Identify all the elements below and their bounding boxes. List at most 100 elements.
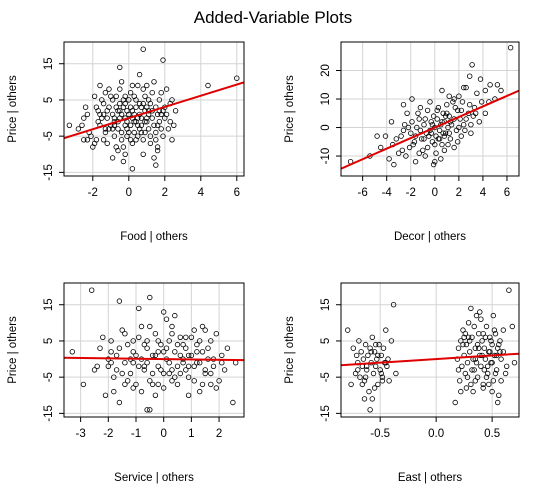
x-tick-label: 2 [456, 187, 462, 199]
data-point [357, 374, 363, 380]
data-point [422, 153, 428, 159]
data-point [435, 104, 442, 111]
data-point [117, 86, 123, 92]
data-point [166, 370, 172, 377]
data-point [477, 309, 483, 315]
data-point [169, 378, 175, 384]
data-point [378, 352, 384, 359]
data-point [152, 352, 159, 359]
data-point [185, 352, 192, 359]
data-point [140, 86, 146, 92]
x-tick-label: -6 [358, 187, 368, 199]
data-point [379, 374, 386, 380]
data-point [465, 334, 472, 340]
data-point [468, 381, 474, 388]
data-point [489, 341, 495, 348]
data-point [455, 345, 462, 351]
data-point [478, 363, 484, 369]
data-point [490, 312, 496, 319]
data-point [493, 367, 500, 373]
data-point [109, 155, 116, 161]
data-point [468, 130, 474, 136]
data-point [160, 133, 166, 139]
data-point [127, 370, 134, 377]
data-point [124, 108, 130, 114]
data-point [428, 130, 434, 136]
data-point [386, 156, 392, 162]
data-point [183, 345, 189, 351]
data-point [120, 104, 127, 110]
plot-frame [63, 41, 245, 177]
data-point [69, 349, 75, 355]
data-point [97, 111, 103, 118]
data-point [93, 104, 100, 110]
data-point [373, 363, 379, 369]
data-point [379, 378, 386, 384]
data-point [462, 331, 468, 337]
y-axis-label: Price | others [284, 75, 296, 143]
data-point [194, 341, 200, 348]
data-point [147, 323, 153, 330]
data-point [404, 110, 410, 116]
data-point [416, 150, 422, 156]
data-point [402, 121, 408, 128]
data-point [464, 374, 471, 380]
data-point [185, 374, 192, 380]
data-point [97, 345, 103, 351]
data-point [470, 388, 476, 395]
data-point [205, 82, 211, 89]
data-point [415, 110, 421, 116]
data-point [100, 111, 107, 118]
data-point [365, 352, 371, 359]
data-point [427, 99, 433, 105]
data-point [412, 158, 419, 165]
data-point [446, 93, 452, 99]
x-tick-label: -0.5 [370, 428, 390, 440]
data-point [155, 349, 161, 355]
data-point [163, 86, 170, 92]
x-tick-label: 4 [198, 187, 205, 199]
data-point [145, 126, 152, 132]
data-point [416, 116, 422, 122]
data-point [219, 352, 225, 359]
data-point [361, 396, 368, 402]
data-point [111, 374, 117, 380]
data-point [458, 107, 464, 114]
data-point [445, 141, 451, 148]
data-point [149, 115, 155, 121]
data-point [224, 345, 231, 351]
data-point [418, 136, 425, 142]
data-point [199, 349, 206, 355]
data-point [230, 399, 236, 406]
y-tick-label: 0 [320, 124, 332, 130]
data-point [120, 144, 127, 150]
data-point [477, 76, 484, 82]
data-point [118, 137, 125, 143]
data-point [113, 367, 120, 373]
data-point [458, 133, 464, 139]
data-point [116, 298, 123, 304]
data-point [127, 104, 134, 110]
y-tick-label: 5 [43, 97, 55, 103]
data-point [480, 381, 486, 388]
data-point [441, 147, 448, 153]
data-point [495, 399, 501, 406]
data-point [136, 71, 143, 78]
data-point [444, 110, 450, 116]
data-point [166, 360, 172, 366]
data-point [88, 287, 95, 293]
data-point [435, 136, 442, 142]
gridlines [64, 283, 244, 417]
data-point [199, 323, 206, 330]
data-points [345, 287, 518, 413]
data-point [378, 144, 384, 151]
data-point [481, 345, 487, 351]
data-point [424, 107, 431, 114]
data-point [127, 122, 134, 128]
data-point [138, 122, 145, 128]
data-point [409, 96, 415, 102]
data-point [489, 388, 495, 395]
data-point [122, 360, 128, 366]
data-point [140, 137, 146, 143]
data-point [140, 46, 146, 52]
